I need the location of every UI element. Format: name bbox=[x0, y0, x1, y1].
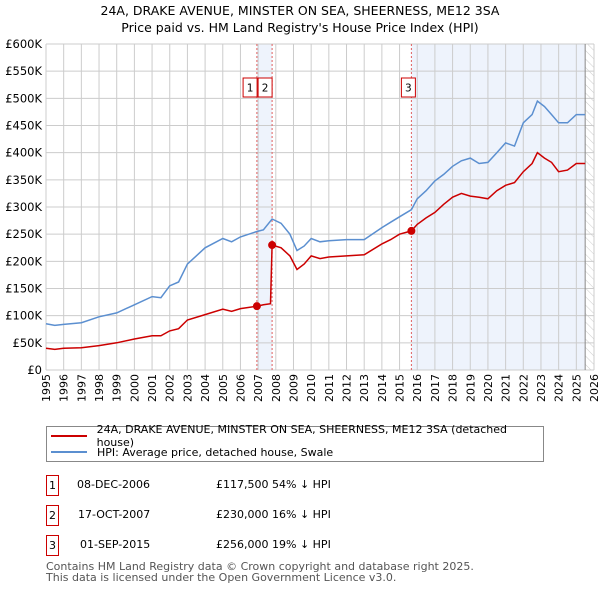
x-tick-label: 2002 bbox=[164, 374, 177, 402]
chart-subtitle: Price paid vs. HM Land Registry's House … bbox=[121, 20, 479, 35]
x-tick-label: 2011 bbox=[323, 374, 336, 402]
y-tick-label: £0 bbox=[27, 363, 42, 377]
hpi-line bbox=[45, 99, 586, 327]
transaction-row: 3 01-SEP-2015 £256,000 19% ↓ HPI bbox=[46, 535, 446, 556]
sale-label-box bbox=[400, 77, 416, 98]
sale-label-1: 1 bbox=[242, 77, 258, 98]
x-tick-label: 2016 bbox=[411, 374, 424, 402]
y-tick-label: £200K bbox=[5, 254, 42, 268]
transaction-badge: 1 bbox=[46, 475, 59, 496]
x-tick-label: 2006 bbox=[234, 374, 247, 402]
x-tick-label: 2007 bbox=[252, 374, 265, 402]
x-tick-label: 2001 bbox=[146, 374, 159, 402]
x-tick-label: 1999 bbox=[111, 374, 124, 402]
x-tick-label: 2023 bbox=[535, 374, 548, 402]
x-tick-label: 2018 bbox=[447, 374, 460, 402]
transaction-badge: 3 bbox=[46, 535, 59, 556]
x-tick-label: 1995 bbox=[40, 374, 53, 402]
y-tick-label: £600K bbox=[5, 37, 42, 51]
transaction-delta: 19% ↓ HPI bbox=[272, 538, 331, 551]
x-tick-label: 2000 bbox=[128, 374, 141, 402]
y-tick-label: £300K bbox=[5, 200, 42, 214]
x-tick-label: 1997 bbox=[75, 374, 88, 402]
sale-label-box bbox=[242, 77, 258, 98]
sale-label-box bbox=[257, 77, 273, 98]
x-tick-label: 2005 bbox=[217, 374, 230, 402]
x-tick-label: 2009 bbox=[287, 374, 300, 402]
y-tick-label: £100K bbox=[5, 309, 42, 323]
y-tick-label: £550K bbox=[5, 64, 42, 78]
sale-point bbox=[252, 302, 261, 311]
footer-copyright: Contains HM Land Registry data © Crown c… bbox=[46, 560, 474, 573]
legend-swatch-blue bbox=[51, 451, 87, 453]
line-chart: 1995 1996 1997 1998 1999 2000 2001 2002 2003 2004… bbox=[5, 37, 600, 402]
x-tick-label: 2022 bbox=[517, 374, 530, 402]
x-tick-label: 2013 bbox=[358, 374, 371, 402]
x-tick-label: 2024 bbox=[553, 374, 566, 402]
x-tick-label: 2017 bbox=[429, 374, 442, 402]
y-tick-label: £400K bbox=[5, 146, 42, 160]
x-tick-label: 2015 bbox=[394, 374, 407, 402]
x-tick-label: 2026 bbox=[588, 374, 600, 402]
sale-label-3: 3 bbox=[400, 77, 416, 98]
legend-swatch-red bbox=[51, 435, 87, 437]
x-tick-label: 2010 bbox=[305, 374, 318, 402]
y-tick-label: £250K bbox=[5, 227, 42, 241]
legend-label: HPI: Average price, detached house, Swal… bbox=[97, 445, 334, 459]
x-tick-label: 2021 bbox=[500, 374, 513, 402]
x-tick-label: 2020 bbox=[482, 374, 495, 402]
sale-point bbox=[268, 241, 277, 250]
x-tick-label: 2003 bbox=[181, 374, 194, 402]
y-tick-label: £350K bbox=[5, 173, 42, 187]
sale-point bbox=[407, 226, 416, 235]
legend-item-property: 24A, DRAKE AVENUE, MINSTER ON SEA, SHEER… bbox=[51, 423, 543, 449]
legend-item-hpi: HPI: Average price, detached house, Swal… bbox=[51, 444, 333, 460]
x-tick-label: 2025 bbox=[570, 374, 583, 402]
transaction-date: 01-SEP-2015 bbox=[80, 538, 151, 551]
transaction-price: £117,500 bbox=[216, 478, 269, 491]
y-tick-label: £450K bbox=[5, 119, 42, 133]
transaction-row: 2 17-OCT-2007 £230,000 16% ↓ HPI bbox=[46, 505, 446, 526]
transaction-date: 17-OCT-2007 bbox=[78, 508, 151, 521]
transaction-date: 08-DEC-2006 bbox=[77, 478, 151, 491]
transaction-delta: 54% ↓ HPI bbox=[272, 478, 331, 491]
transaction-delta: 16% ↓ HPI bbox=[272, 508, 331, 521]
x-tick-label: 2008 bbox=[270, 374, 283, 402]
transaction-badge: 2 bbox=[46, 505, 59, 526]
chart-title: 24A, DRAKE AVENUE, MINSTER ON SEA, SHEER… bbox=[100, 3, 500, 18]
x-tick-label: 2012 bbox=[341, 374, 354, 402]
legend-label: 24A, DRAKE AVENUE, MINSTER ON SEA, SHEER… bbox=[96, 423, 508, 449]
x-tick-label: 2014 bbox=[376, 374, 389, 402]
transaction-price: £230,000 bbox=[216, 508, 269, 521]
x-tick-label: 1998 bbox=[93, 374, 106, 402]
transaction-price: £256,000 bbox=[216, 538, 269, 551]
sale-label-2: 2 bbox=[257, 77, 273, 98]
sale-label-text: 1 bbox=[247, 83, 254, 95]
x-tick-label: 2004 bbox=[199, 374, 212, 402]
transaction-row: 1 08-DEC-2006 £117,500 54% ↓ HPI bbox=[46, 475, 446, 496]
legend: 24A, DRAKE AVENUE, MINSTER ON SEA, SHEER… bbox=[46, 423, 544, 462]
footer-licence: This data is licensed under the Open Gov… bbox=[46, 571, 397, 584]
y-tick-label: £50K bbox=[13, 336, 43, 350]
x-tick-label: 2019 bbox=[464, 374, 477, 402]
x-tick-label: 1996 bbox=[58, 374, 71, 402]
property-price-line bbox=[45, 151, 586, 351]
y-tick-label: £500K bbox=[5, 91, 42, 105]
sale-label-text: 2 bbox=[262, 83, 269, 95]
y-tick-label: £150K bbox=[5, 282, 42, 296]
sale-label-text: 3 bbox=[405, 83, 412, 95]
